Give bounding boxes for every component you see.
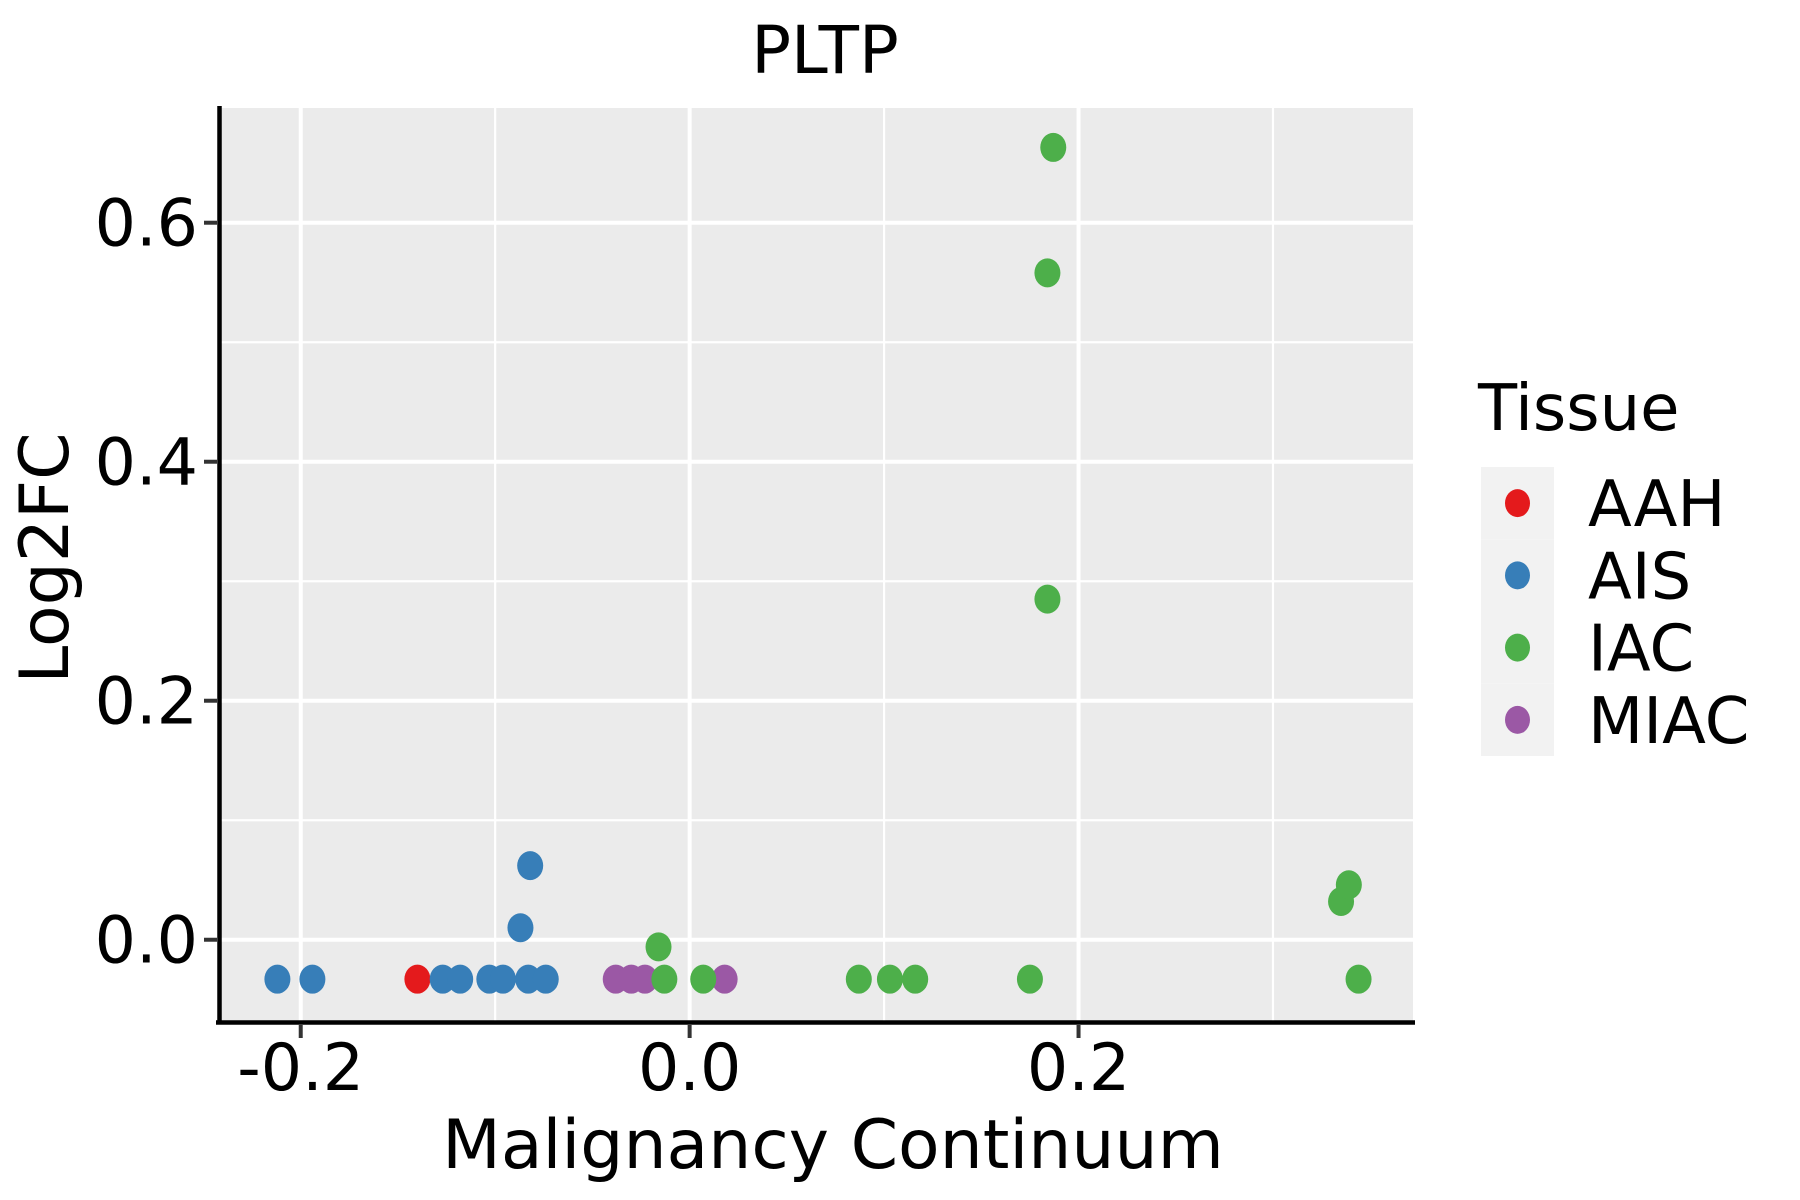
legend-dot-iac xyxy=(1505,633,1530,662)
y-tick-label: 0.4 xyxy=(95,426,198,501)
data-point-aah xyxy=(404,964,431,994)
data-point-miac xyxy=(631,964,658,994)
data-point-ais xyxy=(299,964,326,994)
data-point-iac xyxy=(651,964,678,994)
legend-dot-ais xyxy=(1505,561,1530,590)
x-tick-label: -0.2 xyxy=(237,1031,364,1106)
x-tick-label: 0.0 xyxy=(638,1031,741,1106)
legend-dot-aah xyxy=(1505,489,1530,518)
data-point-iac xyxy=(1016,964,1043,994)
page-title: PLTP xyxy=(751,12,899,89)
legend-title: Tissue xyxy=(1478,372,1680,446)
data-point-ais xyxy=(447,964,474,994)
x-tick-label: 0.2 xyxy=(1027,1031,1130,1106)
data-point-iac xyxy=(876,964,903,994)
data-point-iac xyxy=(1335,870,1362,900)
y-axis-title: Log2FC xyxy=(6,432,85,684)
data-point-ais xyxy=(264,964,291,994)
data-point-iac xyxy=(902,964,929,994)
data-point-iac xyxy=(1034,258,1061,288)
data-point-ais xyxy=(532,964,559,994)
legend-label-ais: AIS xyxy=(1588,540,1691,614)
y-tick-label: 0.2 xyxy=(95,665,198,740)
data-point-iac xyxy=(645,932,672,962)
data-point-iac xyxy=(845,964,872,994)
x-axis-title: Malignancy Continuum xyxy=(442,1106,1224,1185)
legend-label-aah: AAH xyxy=(1588,468,1725,542)
legend-label-iac: IAC xyxy=(1588,613,1694,687)
data-point-iac xyxy=(1040,132,1067,162)
y-tick-label: 0.0 xyxy=(95,904,198,979)
legend-dot-miac xyxy=(1505,705,1530,734)
legend-label-miac: MIAC xyxy=(1588,685,1749,759)
y-tick-label: 0.6 xyxy=(95,187,198,262)
data-point-ais xyxy=(517,851,544,881)
data-point-iac xyxy=(690,964,717,994)
data-point-iac xyxy=(1034,584,1061,614)
data-point-iac xyxy=(1345,964,1372,994)
data-point-miac xyxy=(711,964,738,994)
data-point-ais xyxy=(489,964,516,994)
plot-panel xyxy=(221,108,1413,1021)
data-point-ais xyxy=(507,913,534,943)
